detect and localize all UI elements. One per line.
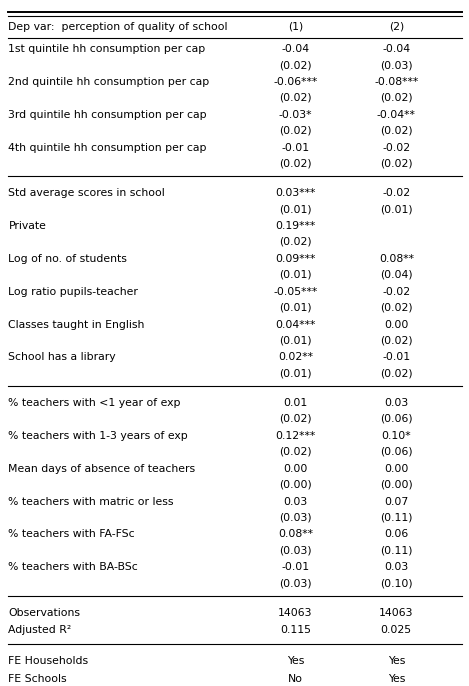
Text: (0.06): (0.06) [380,414,413,424]
Text: School has a library: School has a library [8,353,116,362]
Text: (0.00): (0.00) [279,480,312,490]
Text: (0.02): (0.02) [380,303,413,313]
Text: -0.04**: -0.04** [377,110,416,119]
Text: (0.01): (0.01) [279,303,312,313]
Text: (0.02): (0.02) [380,158,413,169]
Text: 1st quintile hh consumption per cap: 1st quintile hh consumption per cap [8,44,206,54]
Text: 0.00: 0.00 [384,464,408,473]
Text: -0.01: -0.01 [382,353,410,362]
Text: -0.03*: -0.03* [279,110,312,119]
Text: (0.02): (0.02) [380,368,413,379]
Text: (0.02): (0.02) [279,126,312,136]
Text: 14063: 14063 [278,608,313,617]
Text: (0.01): (0.01) [279,270,312,280]
Text: 0.00: 0.00 [384,320,408,329]
Text: 0.06: 0.06 [384,530,408,539]
Text: (0.03): (0.03) [380,60,413,70]
Text: (0.02): (0.02) [279,158,312,169]
Text: -0.04: -0.04 [281,44,310,54]
Text: -0.02: -0.02 [382,143,410,152]
Text: (0.04): (0.04) [380,270,413,280]
Text: Mean days of absence of teachers: Mean days of absence of teachers [8,464,196,473]
Text: 0.00: 0.00 [283,464,308,473]
Text: 0.10*: 0.10* [381,431,411,440]
Text: Observations: Observations [8,608,81,617]
Text: 3rd quintile hh consumption per cap: 3rd quintile hh consumption per cap [8,110,207,119]
Text: % teachers with FA-FSc: % teachers with FA-FSc [8,530,135,539]
Text: (0.11): (0.11) [380,512,413,523]
Text: (0.01): (0.01) [380,204,413,214]
Text: Yes: Yes [387,656,405,665]
Text: FE Households: FE Households [8,656,89,665]
Text: -0.02: -0.02 [382,287,410,296]
Text: (0.02): (0.02) [380,335,413,346]
Text: -0.08***: -0.08*** [374,77,418,86]
Text: (0.06): (0.06) [380,447,413,457]
Text: (0.02): (0.02) [279,414,312,424]
Text: 0.03: 0.03 [283,497,308,506]
Text: Log of no. of students: Log of no. of students [8,254,127,263]
Text: (0.01): (0.01) [279,368,312,379]
Text: -0.01: -0.01 [281,143,310,152]
Text: 0.12***: 0.12*** [275,431,316,440]
Text: No: No [288,674,303,683]
Text: (0.02): (0.02) [380,93,413,103]
Text: (0.01): (0.01) [279,335,312,346]
Text: % teachers with BA-BSc: % teachers with BA-BSc [8,563,138,572]
Text: -0.06***: -0.06*** [273,77,318,86]
Text: 2nd quintile hh consumption per cap: 2nd quintile hh consumption per cap [8,77,210,86]
Text: % teachers with 1-3 years of exp: % teachers with 1-3 years of exp [8,431,188,440]
Text: % teachers with <1 year of exp: % teachers with <1 year of exp [8,398,181,407]
Text: (0.02): (0.02) [279,447,312,457]
Text: -0.04: -0.04 [382,44,410,54]
Text: 0.115: 0.115 [280,626,311,635]
Text: 0.04***: 0.04*** [275,320,316,329]
Text: (0.02): (0.02) [380,126,413,136]
Text: (0.11): (0.11) [380,545,413,556]
Text: (0.00): (0.00) [380,480,413,490]
Text: (0.01): (0.01) [279,204,312,214]
Text: 14063: 14063 [379,608,414,617]
Text: -0.02: -0.02 [382,188,410,198]
Text: 0.01: 0.01 [283,398,308,407]
Text: 0.09***: 0.09*** [275,254,316,263]
Text: 0.03***: 0.03*** [275,188,316,198]
Text: 0.02**: 0.02** [278,353,313,362]
Text: Dep var:  perception of quality of school: Dep var: perception of quality of school [8,22,228,32]
Text: Classes taught in English: Classes taught in English [8,320,145,329]
Text: 0.19***: 0.19*** [275,221,316,230]
Text: 0.07: 0.07 [384,497,408,506]
Text: (0.02): (0.02) [279,237,312,247]
Text: (0.02): (0.02) [279,60,312,70]
Text: Yes: Yes [287,656,304,665]
Text: Log ratio pupils-teacher: Log ratio pupils-teacher [8,287,138,296]
Text: Yes: Yes [387,674,405,683]
Text: -0.01: -0.01 [281,563,310,572]
Text: Private: Private [8,221,46,230]
Text: (2): (2) [389,22,404,32]
Text: Adjusted R²: Adjusted R² [8,626,72,635]
Text: 0.08**: 0.08** [379,254,414,263]
Text: Std average scores in school: Std average scores in school [8,188,165,198]
Text: 4th quintile hh consumption per cap: 4th quintile hh consumption per cap [8,143,207,152]
Text: (0.03): (0.03) [279,578,312,589]
Text: 0.03: 0.03 [384,563,408,572]
Text: (0.03): (0.03) [279,545,312,556]
Text: 0.03: 0.03 [384,398,408,407]
Text: -0.05***: -0.05*** [273,287,318,296]
Text: (0.02): (0.02) [279,93,312,103]
Text: % teachers with matric or less: % teachers with matric or less [8,497,174,506]
Text: 0.08**: 0.08** [278,530,313,539]
Text: (0.03): (0.03) [279,512,312,523]
Text: (1): (1) [288,22,303,32]
Text: 0.025: 0.025 [381,626,412,635]
Text: (0.10): (0.10) [380,578,413,589]
Text: FE Schools: FE Schools [8,674,67,683]
